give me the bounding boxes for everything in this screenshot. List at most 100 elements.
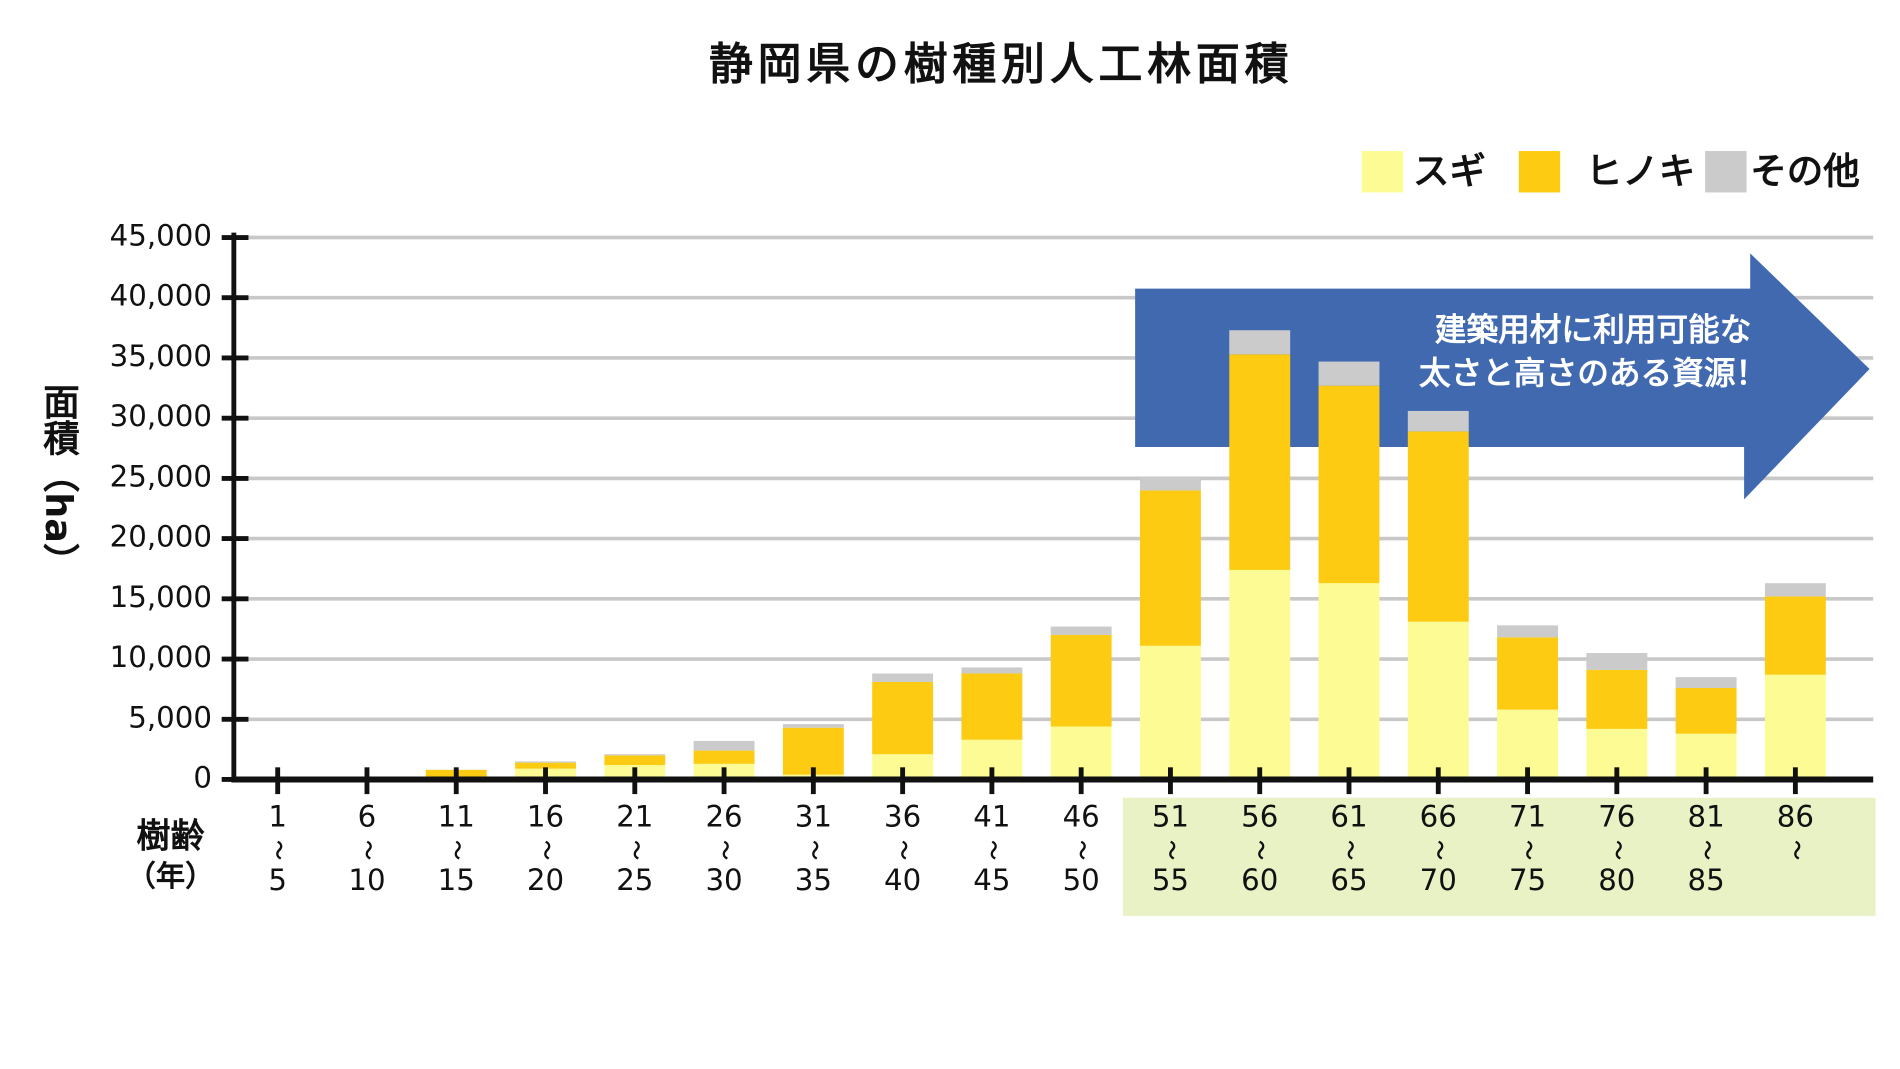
legend-swatch [1518,151,1561,193]
x-tick-label: 〜 [267,840,290,860]
x-tick-label: 〜 [356,840,379,860]
x-tick-label: 〜 [535,840,558,860]
bar-segment [961,667,1023,674]
x-tick-label: 56 [1241,799,1278,833]
y-tick-label: 0 [193,760,212,794]
bar-segment [1229,569,1291,780]
x-tick-label: 65 [1330,863,1367,897]
bar-segment [693,750,755,764]
x-tick-label: 6 [358,799,377,833]
x-tick-label: 〜 [714,840,737,860]
bar-segment [1318,361,1380,386]
x-tick-label: 16 [527,799,564,833]
bar-segment [515,762,576,769]
x-tick-label: 〜 [1428,840,1451,860]
bar-segment [1675,687,1737,734]
bar-segment [1586,653,1648,670]
x-tick-label: 70 [1420,863,1457,897]
x-axis-label: 樹齢 [136,816,205,856]
x-tick-label: 55 [1152,863,1189,897]
bar-segment [782,724,844,728]
x-tick-label: 〜 [1606,840,1629,860]
x-tick-label: 40 [884,863,921,897]
x-tick-label: 25 [616,863,653,897]
x-tick-label: 〜 [1696,840,1719,860]
bar-segment [1140,477,1201,491]
legend-swatch [1705,151,1747,193]
legend-label: その他 [1750,149,1860,192]
y-tick-label: 30,000 [110,399,212,433]
x-tick-label: 〜 [1338,840,1361,860]
annotation-text: 建築用材に利用可能な [1435,311,1752,348]
bar-segment [961,673,1023,740]
bar-segment [1675,677,1737,688]
x-tick-label: 86 [1777,799,1814,833]
y-tick-label: 40,000 [110,279,212,313]
y-tick-label: 10,000 [110,640,212,674]
bar-segment [1140,490,1201,646]
x-tick-label: 〜 [892,840,915,860]
legend-label: ヒノキ [1586,149,1696,192]
x-tick-label: 〜 [1517,840,1540,860]
bar-segment [1229,330,1291,355]
x-tick-label: 〜 [1071,840,1094,860]
highlight-band [1122,797,1876,916]
bar-segment [1764,674,1826,780]
bar-segment [782,727,844,775]
bar-segment [604,754,666,756]
bar-segment [1318,583,1380,780]
chart-title: 静岡県の樹種別人工林面積 [709,39,1293,90]
bar-segment [1407,410,1469,432]
x-tick-label: 45 [973,863,1010,897]
x-tick-label: 76 [1598,799,1635,833]
bar-segment [1497,625,1558,638]
bar-segment [1318,385,1380,584]
y-tick-label: 35,000 [110,339,212,373]
x-tick-label: 31 [795,799,832,833]
legend-swatch [1361,151,1404,193]
x-tick-label: 〜 [624,840,647,860]
x-tick-label: 51 [1152,799,1189,833]
bar-segment [1140,645,1201,780]
y-axis-label: 面積（ha） [37,383,80,580]
legend-label: スギ [1413,149,1486,192]
x-tick-label: 61 [1330,799,1367,833]
bar-segment [515,761,576,763]
bar-segment [1764,583,1826,597]
x-tick-label: 30 [705,863,742,897]
x-tick-label: 〜 [981,840,1004,860]
bar-segment [1407,431,1469,622]
bar-segment [604,755,666,766]
y-tick-label: 15,000 [110,580,212,614]
x-tick-label: 36 [884,799,921,833]
x-tick-label: 〜 [1785,840,1808,860]
y-tick-label: 45,000 [110,219,212,253]
bar-segment [1586,669,1648,729]
x-tick-label: 50 [1063,863,1100,897]
x-tick-label: 35 [795,863,832,897]
x-tick-label: 10 [348,863,385,897]
x-tick-label: 1 [268,799,287,833]
bar-segment [1050,634,1112,727]
x-tick-label: 85 [1688,863,1725,897]
x-tick-label: 〜 [1249,840,1272,860]
bar-segment [1407,621,1469,780]
x-tick-label: 75 [1509,863,1546,897]
x-tick-label: 〜 [446,840,469,860]
annotation-text: 太さと高さのある資源！ [1419,356,1767,392]
x-tick-label: 46 [1063,799,1100,833]
bar-segment [1764,596,1826,675]
bar-segment [693,740,755,751]
y-tick-label: 5,000 [128,700,212,734]
x-tick-label: 71 [1509,799,1546,833]
x-tick-label: 81 [1688,799,1725,833]
x-tick-label: 5 [268,863,287,897]
x-tick-label: 21 [616,799,653,833]
bar-segment [1497,637,1558,710]
x-axis-label: （年） [127,859,215,893]
x-tick-label: 〜 [1160,840,1183,860]
bar-segment [872,673,934,682]
x-tick-label: 15 [438,863,475,897]
